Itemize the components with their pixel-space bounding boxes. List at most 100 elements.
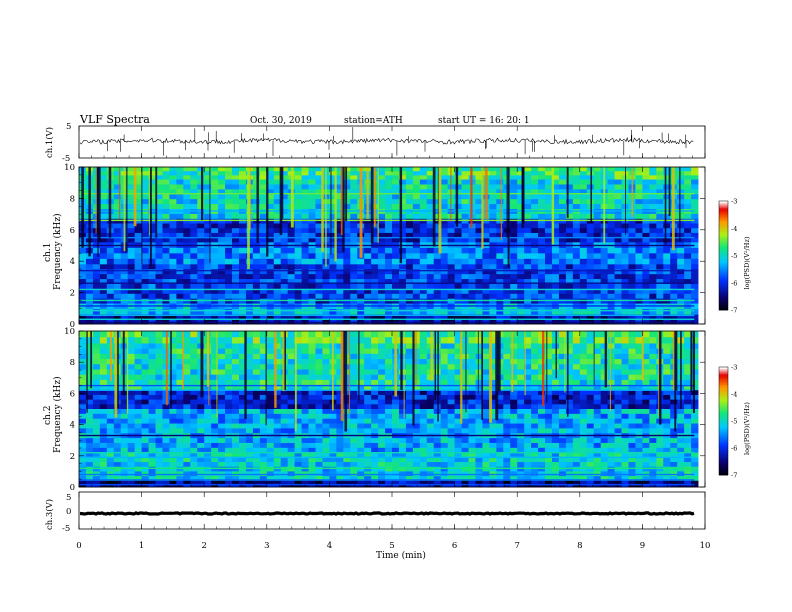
- spectrogram-cell: [635, 214, 642, 219]
- spectrogram-cell: [635, 284, 642, 289]
- spectrogram-cell: [441, 224, 448, 229]
- spectrogram-cell: [552, 259, 559, 265]
- spectrogram-cell: [566, 331, 573, 338]
- spectrogram-cell: [302, 167, 309, 172]
- spectrogram-cell: [232, 369, 239, 375]
- spectrogram-cell: [100, 167, 107, 172]
- burst-mark: [96, 167, 97, 233]
- spectrogram-cell: [93, 364, 100, 370]
- spectrogram-cell: [288, 424, 295, 429]
- spectrogram-cell: [107, 414, 114, 419]
- spectrogram-cell: [364, 359, 371, 365]
- spectrogram-cell: [524, 274, 531, 279]
- spectrogram-cell: [406, 219, 413, 224]
- spectrogram-cell: [663, 390, 670, 395]
- spectrogram-cell: [545, 204, 552, 209]
- spectrogram-cell: [142, 274, 149, 279]
- spectrogram-cell: [684, 369, 691, 375]
- spectrogram-cell: [566, 438, 573, 443]
- spectrogram-cell: [559, 253, 566, 259]
- spectrogram-cell: [482, 419, 489, 424]
- spectrogram-cell: [392, 414, 399, 419]
- spectrogram-cell: [302, 409, 309, 414]
- spectrogram-cell: [267, 375, 274, 381]
- spectrogram-cell: [441, 199, 448, 204]
- spectrogram-cell: [503, 419, 510, 424]
- spectrogram-cell: [663, 349, 670, 355]
- spectrogram-cell: [156, 248, 163, 254]
- spectrogram-cell: [218, 224, 225, 229]
- spectrogram-cell: [225, 424, 232, 429]
- spectrogram-cell: [211, 428, 218, 433]
- spectrogram-cell: [260, 219, 267, 224]
- spectrogram-cell: [302, 214, 309, 219]
- spectrogram-cell: [622, 369, 629, 375]
- spectrogram-cell: [531, 184, 538, 189]
- spectrogram-cell: [176, 419, 183, 424]
- spectrogram-cell: [86, 438, 93, 443]
- spectrogram-cell: [385, 331, 392, 338]
- spectrogram-cell: [128, 349, 135, 355]
- spectrogram-cell: [197, 424, 204, 429]
- spectrogram-cell: [628, 419, 635, 424]
- spectrogram-cell: [608, 238, 615, 243]
- spectrogram-cell: [274, 248, 281, 254]
- spectrogram-cell: [128, 369, 135, 375]
- spectrogram-cell: [448, 337, 455, 344]
- spectrogram-cell: [656, 259, 663, 265]
- spectrogram-cell: [517, 343, 524, 349]
- spectrogram-cell: [135, 228, 142, 233]
- spectrogram-cell: [649, 167, 656, 172]
- spectrogram-cell: [566, 219, 573, 224]
- spectrogram-cell: [162, 175, 169, 180]
- spectral-line: [79, 270, 694, 271]
- spectrogram-cell: [232, 224, 239, 229]
- spectrogram-cell: [684, 400, 691, 405]
- spectrogram-cell: [587, 364, 594, 370]
- spectrogram-cell: [378, 294, 385, 299]
- spectrogram-cell: [392, 184, 399, 189]
- spectrogram-cell: [684, 248, 691, 254]
- spectrogram-cell: [176, 194, 183, 199]
- spectrogram-cell: [642, 404, 649, 409]
- spectrogram-cell: [281, 424, 288, 429]
- spectrogram-cell: [385, 284, 392, 289]
- spectrogram-cell: [149, 337, 156, 344]
- spectrogram-cell: [503, 375, 510, 381]
- spectrogram-cell: [608, 419, 615, 424]
- spectrogram-cell: [510, 180, 517, 185]
- spectrogram-cell: [204, 253, 211, 259]
- spectrogram-cell: [260, 259, 267, 265]
- spectrogram-cell: [149, 443, 156, 448]
- spectrogram-cell: [684, 343, 691, 349]
- spectrogram-cell: [100, 228, 107, 233]
- spectrogram-cell: [183, 409, 190, 414]
- spectrogram-cell: [142, 219, 149, 224]
- spectrogram-cell: [601, 438, 608, 443]
- spectrogram-cell: [469, 409, 476, 414]
- spectrogram-cell: [524, 180, 531, 185]
- spectrogram-cell: [517, 294, 524, 299]
- spectrogram-cell: [635, 204, 642, 209]
- spectrogram-cell: [406, 380, 413, 386]
- spectrogram-cell: [309, 264, 316, 269]
- spectrogram-cell: [552, 299, 559, 304]
- spectrogram-cell: [420, 424, 427, 429]
- spectrogram-cell: [684, 175, 691, 180]
- spectrogram-cell: [635, 299, 642, 304]
- spectrogram-cell: [350, 253, 357, 259]
- spectrogram-cell: [378, 184, 385, 189]
- spectrogram-cell: [677, 428, 684, 433]
- spectrogram-cell: [489, 184, 496, 189]
- spectrogram-cell: [288, 294, 295, 299]
- spectrogram-cell: [107, 259, 114, 265]
- spectrogram-cell: [204, 395, 211, 400]
- spectrogram-cell: [427, 438, 434, 443]
- spectrogram-cell: [510, 204, 517, 209]
- spectrogram-cell: [253, 343, 260, 349]
- spectrogram-cell: [197, 238, 204, 243]
- spectrogram-cell: [364, 264, 371, 269]
- spectrogram-cell: [79, 337, 86, 344]
- spectrogram-cell: [531, 395, 538, 400]
- spectrogram-cell: [162, 259, 169, 265]
